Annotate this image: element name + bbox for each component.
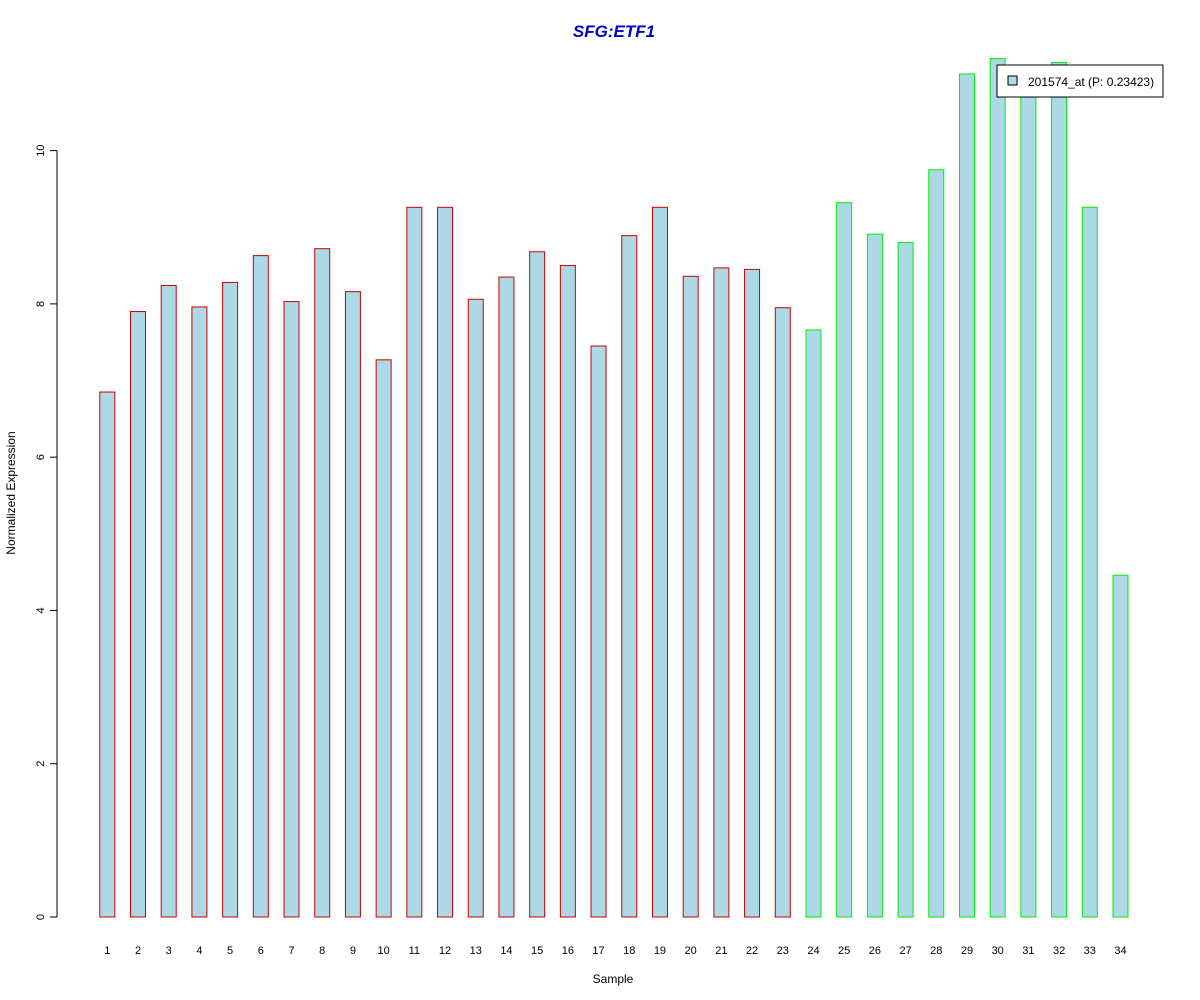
bar-13 [467,298,484,918]
bar-12 [437,206,454,918]
x-tick-label: 33 [1084,945,1096,957]
bar-14 [498,276,515,918]
bar-9 [344,291,361,918]
x-tick-label: 22 [746,945,758,957]
y-tick-label: 10 [35,144,47,156]
x-tick-label: 15 [531,945,543,957]
x-tick-label: 31 [1022,945,1034,957]
bar-31 [1020,88,1037,918]
x-tick-label: 11 [409,945,420,957]
bar-18 [621,235,638,918]
x-axis-tick-labels: 1 2 3 4 5 6 7 8 9 10 11 12 13 14 15 16 17 18 19 20 21 22 23 24 2… [104,945,1126,957]
x-tick-label: 4 [196,945,202,957]
bar-20 [682,275,699,918]
x-tick-label: 12 [439,945,451,957]
bar-30 [989,58,1006,918]
x-tick-label: 16 [562,945,574,957]
x-tick-label: 29 [961,945,973,957]
y-tick-label: 0 [35,914,47,920]
x-tick-label: 30 [992,945,1004,957]
bar-17 [590,345,607,918]
legend-box [996,64,1164,98]
bar-21 [713,267,730,918]
x-tick-label: 13 [470,945,482,957]
legend-swatch [1007,75,1018,86]
x-tick-label: 28 [930,945,942,957]
bar-28 [928,169,945,918]
bars [99,58,1129,918]
bar-22 [744,268,761,918]
x-tick-label: 32 [1053,945,1065,957]
x-tick-label: 17 [592,945,604,957]
bar-7 [283,301,300,918]
bar-24 [805,329,822,918]
bar-10 [375,359,392,918]
legend-entry: 201574_at (P: 0.23423) [1028,75,1154,89]
x-tick-label: 23 [777,945,789,957]
x-tick-label: 10 [378,945,390,957]
bar-4 [191,306,208,918]
x-tick-label: 3 [166,945,172,957]
bar-8 [314,248,331,918]
x-axis-label: Sample [593,972,634,986]
bar-2 [130,311,146,918]
x-tick-label: 7 [288,945,294,957]
bar-23 [774,307,791,918]
y-tick-label: 8 [35,301,47,307]
x-tick-label: 25 [838,945,850,957]
x-tick-label: 1 [104,945,110,957]
x-tick-label: 2 [135,945,141,957]
bar-26 [866,233,883,918]
y-axis: 0 2 4 6 8 10 [35,144,58,920]
bar-11 [406,206,423,918]
x-tick-label: 34 [1114,945,1126,957]
x-tick-label: 20 [685,945,697,957]
y-tick-label: 2 [35,761,47,767]
x-tick-label: 24 [807,945,819,957]
bar-34 [1112,574,1129,918]
bar-1 [99,391,116,918]
bar-25 [836,202,853,918]
bar-16 [559,265,576,918]
x-tick-label: 6 [258,945,264,957]
x-tick-label: 14 [500,945,512,957]
x-tick-label: 19 [654,945,666,957]
legend: 201574_at (P: 0.23423) [996,64,1164,98]
bar-19 [651,206,668,918]
bar-15 [529,251,546,918]
x-tick-label: 27 [899,945,911,957]
x-tick-label: 21 [715,945,727,957]
bar-5 [222,281,239,918]
bar-27 [897,242,914,918]
x-tick-label: 26 [869,945,881,957]
bar-33 [1081,206,1098,918]
x-tick-label: 9 [350,945,356,957]
chart-title: SFG:ETF1 [573,22,655,41]
y-axis-label: Normalized Expression [4,431,18,554]
x-tick-label: 8 [319,945,325,957]
x-tick-label: 18 [623,945,635,957]
bar-29 [958,73,975,918]
y-tick-label: 4 [35,607,47,613]
bar-3 [160,284,177,918]
y-tick-label: 6 [35,454,47,460]
bar-6 [252,255,269,918]
x-tick-label: 5 [227,945,233,957]
bar-32 [1051,61,1068,918]
